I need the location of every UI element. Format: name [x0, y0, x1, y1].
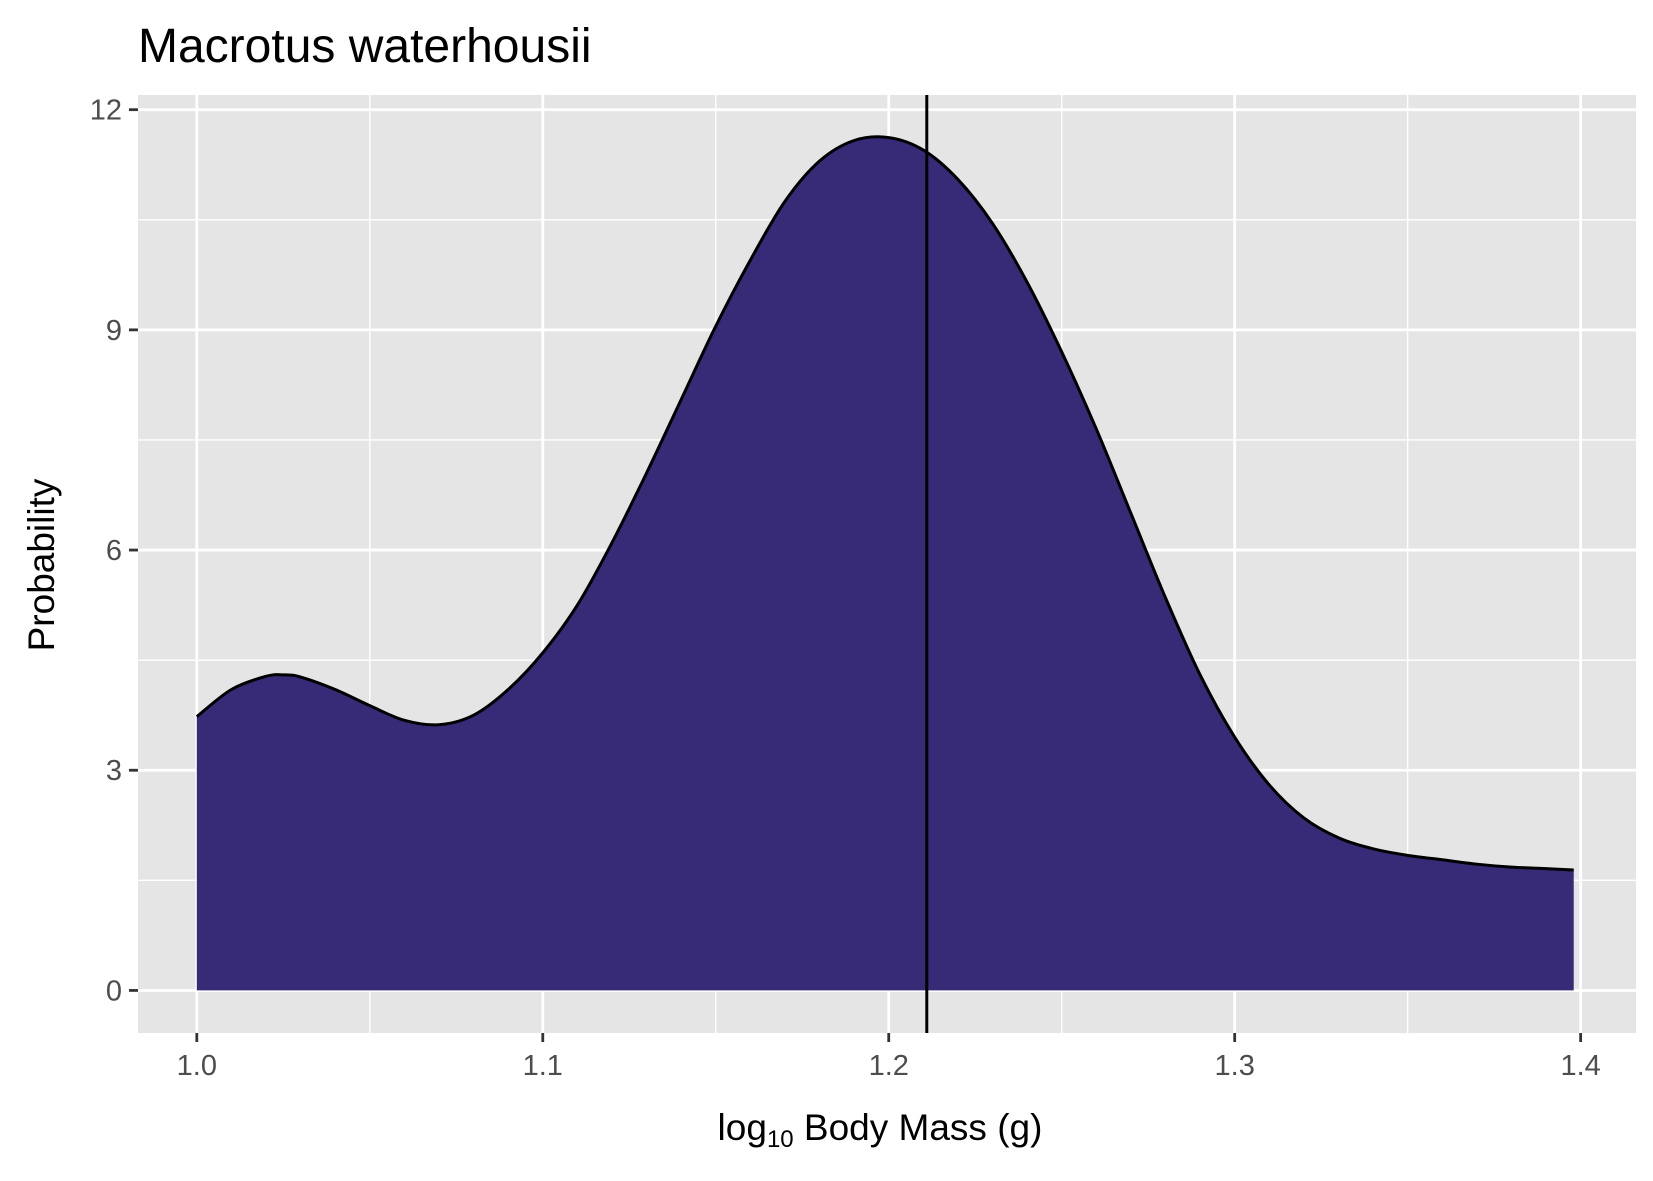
x-tick-label: 1.2	[869, 1050, 909, 1082]
x-axis-title: log10 Body Mass (g)	[718, 1107, 1043, 1153]
x-axis-title-suffix: Body Mass (g)	[794, 1107, 1043, 1148]
y-axis-title: Probability	[21, 478, 62, 651]
density-area	[196, 136, 1574, 991]
y-tick-label: 9	[106, 315, 122, 347]
chart-title: Macrotus waterhousii	[138, 20, 592, 73]
x-tick-label: 1.0	[177, 1050, 217, 1082]
x-axis-title-subscript: 10	[767, 1126, 794, 1153]
y-tick-label: 0	[106, 975, 122, 1007]
y-tick-label: 12	[90, 95, 122, 127]
y-tick-label: 3	[106, 755, 122, 787]
x-tick-label: 1.1	[523, 1050, 563, 1082]
density-curve	[195, 135, 1574, 872]
y-axis: 0 3 6 9 12	[90, 95, 138, 1007]
x-axis: 1.0 1.1 1.2 1.3 1.4	[177, 1033, 1601, 1082]
x-axis-title-prefix: log	[718, 1107, 767, 1148]
y-tick-label: 6	[106, 535, 122, 567]
x-tick-label: 1.4	[1560, 1050, 1600, 1082]
x-tick-label: 1.3	[1215, 1050, 1255, 1082]
